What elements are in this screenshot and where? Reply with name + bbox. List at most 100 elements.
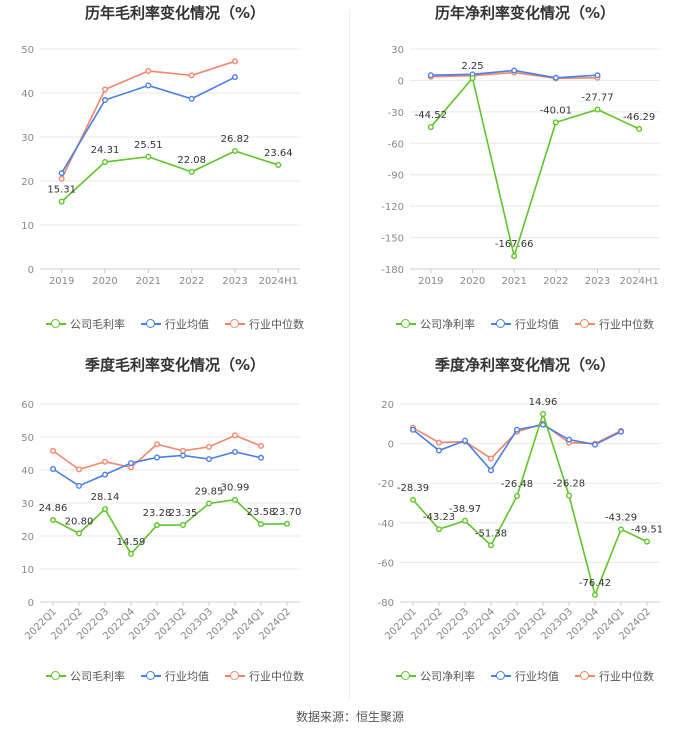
legend-label: 行业均值 xyxy=(515,670,559,683)
y-tick-label: -120 xyxy=(381,202,404,213)
legend-company-swatch-icon xyxy=(396,671,416,681)
data-point-company xyxy=(461,517,468,524)
y-tick-label: 20 xyxy=(21,177,34,188)
x-tick-label: 2021 xyxy=(136,276,161,287)
data-point-company xyxy=(188,168,195,175)
data-label: 20.80 xyxy=(65,516,94,527)
chart-legend: 公司毛利率 行业均值 行业中位数 xyxy=(0,668,350,684)
data-point-industry-avg xyxy=(101,97,108,104)
data-point-company xyxy=(644,538,651,545)
data-point-industry-avg xyxy=(461,437,468,444)
data-point-company xyxy=(565,492,572,499)
chart-title: 历年净利率变化情况（%） xyxy=(434,4,616,22)
data-point-company xyxy=(284,520,291,527)
legend-item-industry-avg[interactable]: 行业均值 xyxy=(491,316,559,332)
y-tick-label: -150 xyxy=(381,234,404,245)
annual-net-margin-chart: 历年净利率变化情况（%） 30 0 -30 -60 -90 -120 -150 -180 201… xyxy=(350,0,700,352)
data-point-company xyxy=(410,496,417,503)
data-point-industry-avg xyxy=(539,421,546,428)
data-point-company xyxy=(101,506,108,513)
data-label: 14.96 xyxy=(529,397,558,408)
data-label: 15.31 xyxy=(47,185,76,196)
y-tick-label: 0 xyxy=(388,440,394,451)
data-point-industry-avg xyxy=(75,482,82,489)
data-point-industry-avg xyxy=(179,452,186,459)
legend-item-company[interactable]: 公司毛利率 xyxy=(46,668,125,684)
y-tick-label: 30 xyxy=(21,499,34,510)
legend-item-industry-avg[interactable]: 行业均值 xyxy=(141,668,209,684)
data-point-company xyxy=(427,124,434,131)
data-label: -26.28 xyxy=(553,479,585,490)
data-point-company xyxy=(50,516,57,523)
annual-gross-margin-chart: 历年毛利率变化情况（%） 0 10 20 30 40 50 2019 2020 2021 2022… xyxy=(0,0,350,352)
data-label: -76.42 xyxy=(579,578,611,589)
legend-item-industry-median[interactable]: 行业中位数 xyxy=(225,316,304,332)
series-line-company xyxy=(52,498,288,556)
legend-item-industry-median[interactable]: 行业中位数 xyxy=(575,668,654,684)
data-label: 2.25 xyxy=(461,61,483,72)
x-tick-label: 2023 xyxy=(585,276,610,287)
y-tick-label: -60 xyxy=(388,139,404,150)
data-label: 30.99 xyxy=(221,483,250,494)
x-tick-label: 2020 xyxy=(460,276,485,287)
y-tick-label: -20 xyxy=(378,479,394,490)
y-tick-label: 40 xyxy=(21,466,34,477)
legend-item-industry-avg[interactable]: 行业均值 xyxy=(141,316,209,332)
x-tick-label: 2019 xyxy=(49,276,74,287)
legend-item-industry-avg[interactable]: 行业均值 xyxy=(491,668,559,684)
y-tick-label: 50 xyxy=(21,433,34,444)
data-label: -49.51 xyxy=(631,525,663,536)
legend-company-swatch-icon xyxy=(46,671,66,681)
data-point-company xyxy=(275,161,282,168)
data-point-industry-avg xyxy=(487,467,494,474)
chart-legend: 公司毛利率 行业均值 行业中位数 xyxy=(0,316,350,332)
data-label: -167.66 xyxy=(495,239,534,250)
series-line-industry-median xyxy=(52,434,262,471)
data-point-company xyxy=(539,410,546,417)
x-tick-label: 2024H1 xyxy=(259,276,298,287)
legend-label: 行业均值 xyxy=(165,670,209,683)
data-point-company xyxy=(58,198,65,205)
data-point-industry-avg xyxy=(231,448,238,455)
y-tick-label: 20 xyxy=(21,532,34,543)
data-point-company xyxy=(636,125,643,132)
data-point-industry-avg xyxy=(513,426,520,433)
legend-company-swatch-icon xyxy=(46,319,66,329)
y-tick-label: 40 xyxy=(21,89,34,100)
data-point-company xyxy=(511,253,518,260)
data-point-industry-median xyxy=(188,72,195,79)
y-tick-label: 10 xyxy=(21,221,34,232)
series-line-company xyxy=(430,76,640,260)
data-label: 23.70 xyxy=(273,507,302,518)
data-point-industry-median xyxy=(258,442,265,449)
data-label: 14.59 xyxy=(117,537,146,548)
data-label: -40.01 xyxy=(540,105,572,116)
y-tick-label: 20 xyxy=(381,400,394,411)
data-label: -38.97 xyxy=(449,504,481,515)
legend-label: 公司毛利率 xyxy=(70,670,125,683)
data-point-industry-avg xyxy=(50,466,57,473)
legend-label: 公司毛利率 xyxy=(70,318,125,331)
legend-label: 行业中位数 xyxy=(599,318,654,331)
legend-item-company[interactable]: 公司净利率 xyxy=(396,668,475,684)
data-point-industry-median xyxy=(101,86,108,93)
data-label: -51.38 xyxy=(475,528,507,539)
data-point-industry-avg xyxy=(205,456,212,463)
y-tick-label: 0 xyxy=(28,265,34,276)
chart-legend: 公司净利率 行业均值 行业中位数 xyxy=(350,316,700,332)
data-label: -43.29 xyxy=(605,512,637,523)
chart-legend: 公司净利率 行业均值 行业中位数 xyxy=(350,668,700,684)
legend-median-swatch-icon xyxy=(575,319,595,329)
data-label: 22.08 xyxy=(177,155,206,166)
x-tick-label: 2019 xyxy=(418,276,443,287)
data-label: -28.39 xyxy=(397,483,429,494)
data-label: 24.86 xyxy=(39,503,68,514)
legend-item-company[interactable]: 公司净利率 xyxy=(396,316,475,332)
legend-item-industry-median[interactable]: 行业中位数 xyxy=(225,668,304,684)
legend-median-swatch-icon xyxy=(575,671,595,681)
x-tick-label: 2024H1 xyxy=(619,276,658,287)
chart-plot: 30 0 -30 -60 -90 -120 -150 -180 2019 2020 2021 2022… xyxy=(381,45,660,287)
chart-plot: 0 10 20 30 40 50 2019 2020 2021 2022 2023 2024H1 15.… xyxy=(21,45,300,287)
legend-item-industry-median[interactable]: 行业中位数 xyxy=(575,316,654,332)
legend-item-company[interactable]: 公司毛利率 xyxy=(46,316,125,332)
